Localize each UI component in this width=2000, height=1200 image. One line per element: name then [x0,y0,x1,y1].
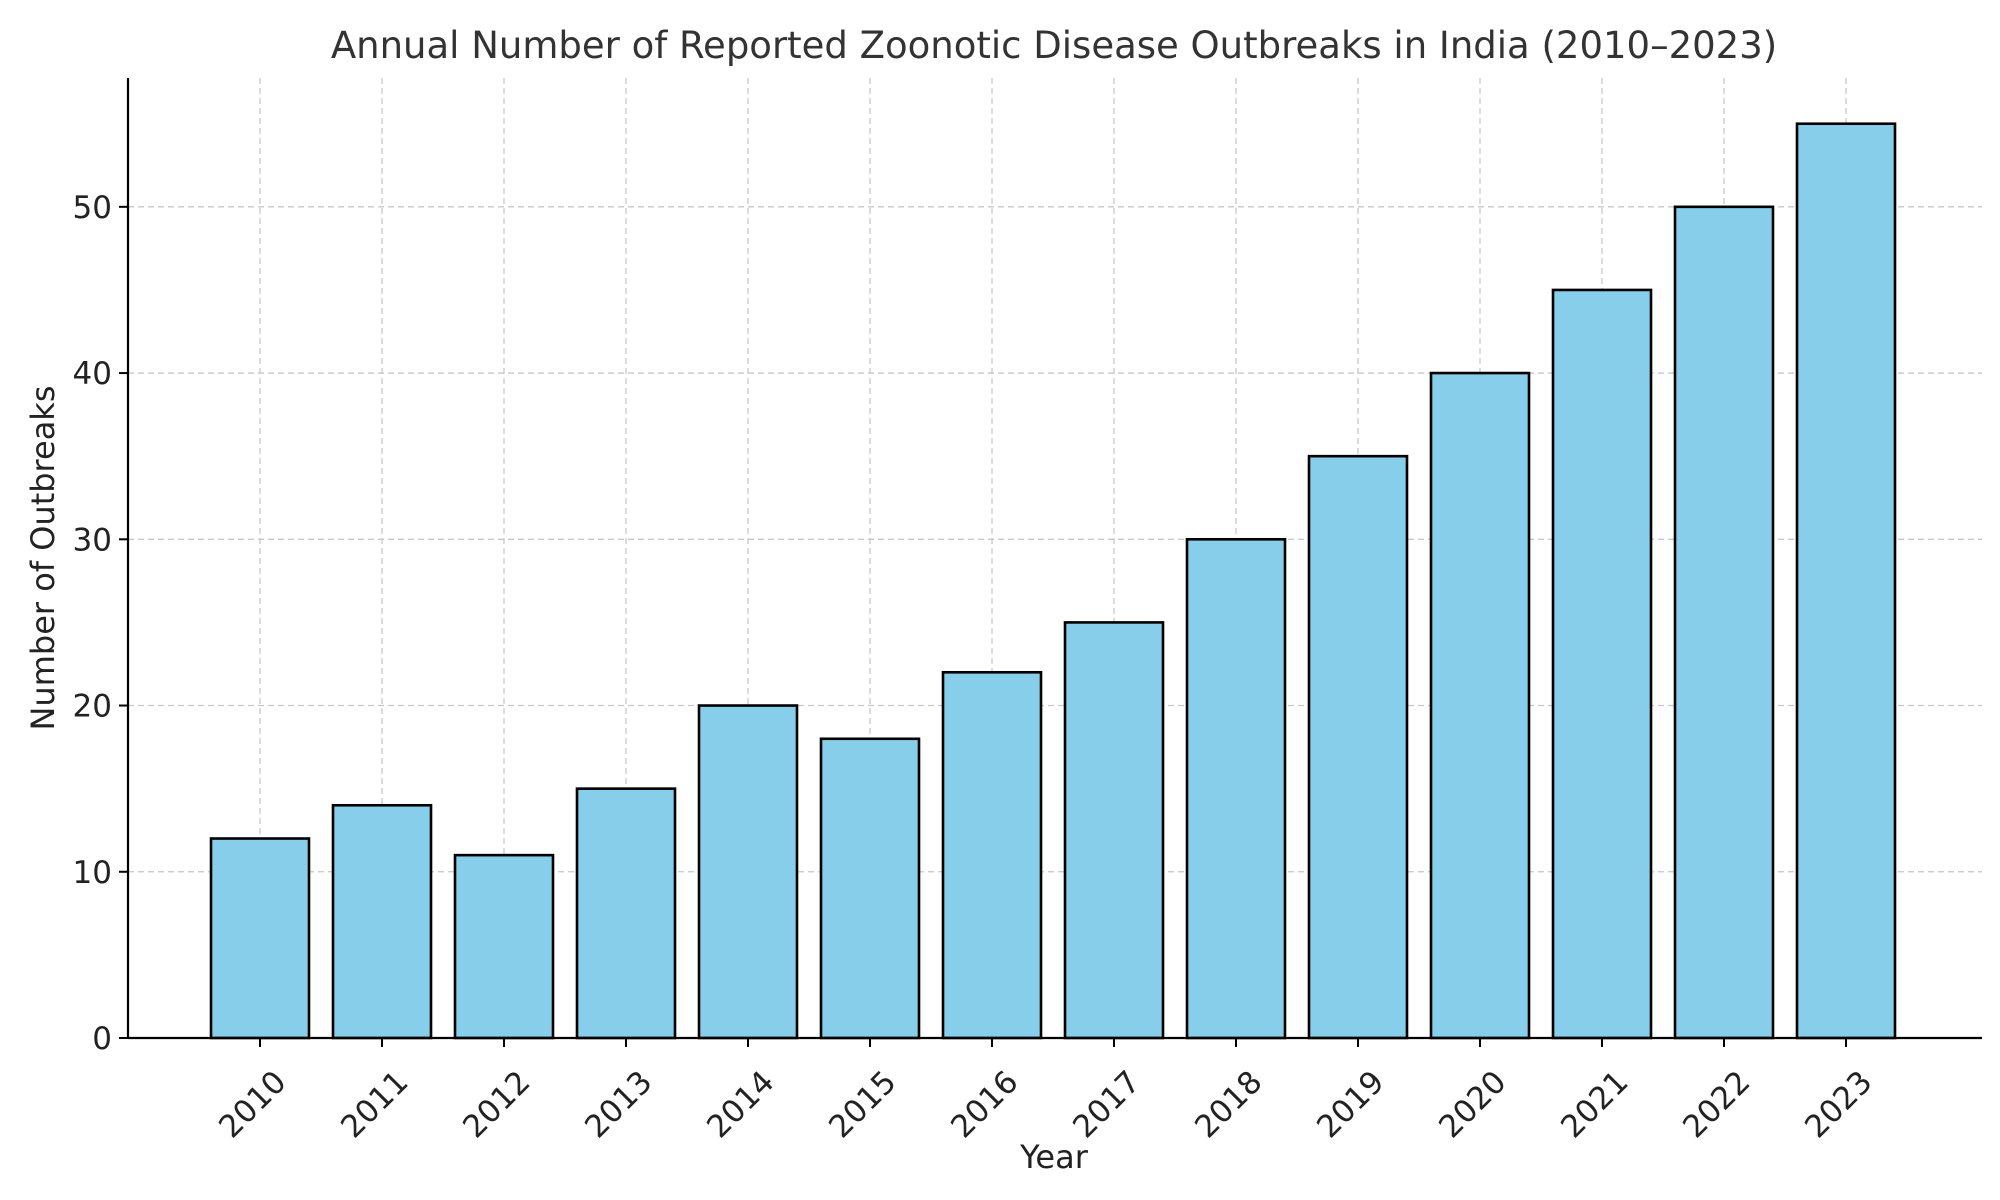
y-tick-label: 40 [73,356,112,392]
x-tick-label: 2018 [1188,1064,1269,1145]
bar-2016 [941,670,1043,1040]
x-tick-label: 2017 [1066,1064,1147,1145]
y-axis-label: Number of Outbreaks [24,385,62,730]
x-tick-label: 2019 [1310,1064,1391,1145]
x-tick-label: 2014 [700,1064,781,1145]
chart-title: Annual Number of Reported Zoonotic Disea… [331,24,1777,67]
y-tick-label: 0 [92,1021,112,1057]
x-tick-label: 2023 [1798,1064,1879,1145]
bar-2021 [1551,288,1653,1040]
bar-2010 [209,837,311,1040]
x-ticks: 2010 2011 2012 2013 2014 2015 2016 2017 2018 2019… [212,1038,1880,1145]
bar-2017 [1063,621,1165,1040]
x-tick-label: 2020 [1432,1064,1513,1145]
bar-2014 [697,704,799,1040]
y-tick-label: 10 [73,855,112,891]
x-axis-label: Year [1019,1138,1089,1176]
bar-2018 [1185,537,1287,1040]
bar-2023 [1795,122,1897,1040]
bar-2013 [575,787,677,1040]
bar-2019 [1307,454,1409,1040]
y-ticks: 0 10 20 30 40 50 [73,190,128,1057]
x-tick-label: 2015 [822,1064,903,1145]
x-tick-label: 2013 [578,1064,659,1145]
x-tick-label: 2011 [334,1064,415,1145]
x-tick-label: 2016 [944,1064,1025,1145]
bars [209,122,1897,1040]
x-tick-label: 2010 [212,1064,293,1145]
y-tick-label: 30 [73,522,112,558]
bar-2015 [819,737,921,1040]
bar-2022 [1673,205,1775,1040]
x-tick-label: 2022 [1676,1064,1757,1145]
y-tick-label: 20 [73,689,112,725]
bar-2012 [453,853,555,1040]
x-tick-label: 2021 [1554,1064,1635,1145]
x-tick-label: 2012 [456,1064,537,1145]
y-tick-label: 50 [73,190,112,226]
bar-2011 [331,803,433,1040]
bar-2020 [1429,371,1531,1040]
axes [126,78,1982,1040]
